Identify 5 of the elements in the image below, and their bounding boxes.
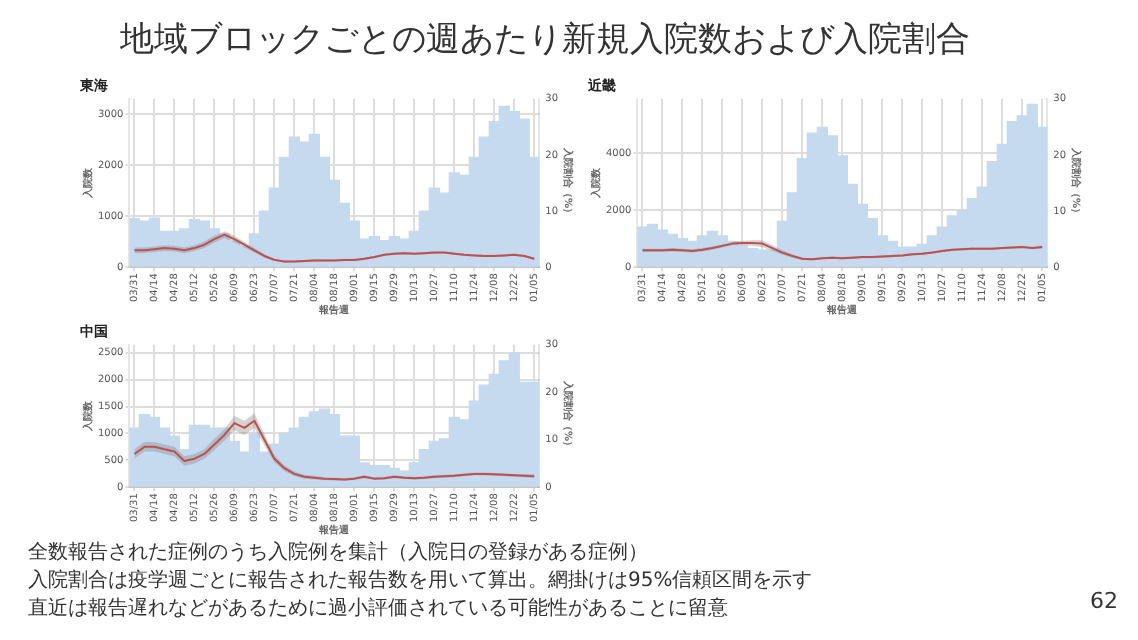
text: 直近は報告遅れなどがあるために過小評価されている可能性があることに留意 <box>28 596 730 624</box>
text: 地域ブロックごとの週あたり新規入院数および入院割合 <box>120 18 970 62</box>
text: 62 <box>1090 588 1118 614</box>
text: 全数報告された症例のうち入院例を集計（入院日の登録がある症例） <box>28 540 650 568</box>
text: 入院割合は疫学週ごとに報告された報告数を用いて算出。網掛けは95%信頼区間を示す <box>28 568 813 596</box>
